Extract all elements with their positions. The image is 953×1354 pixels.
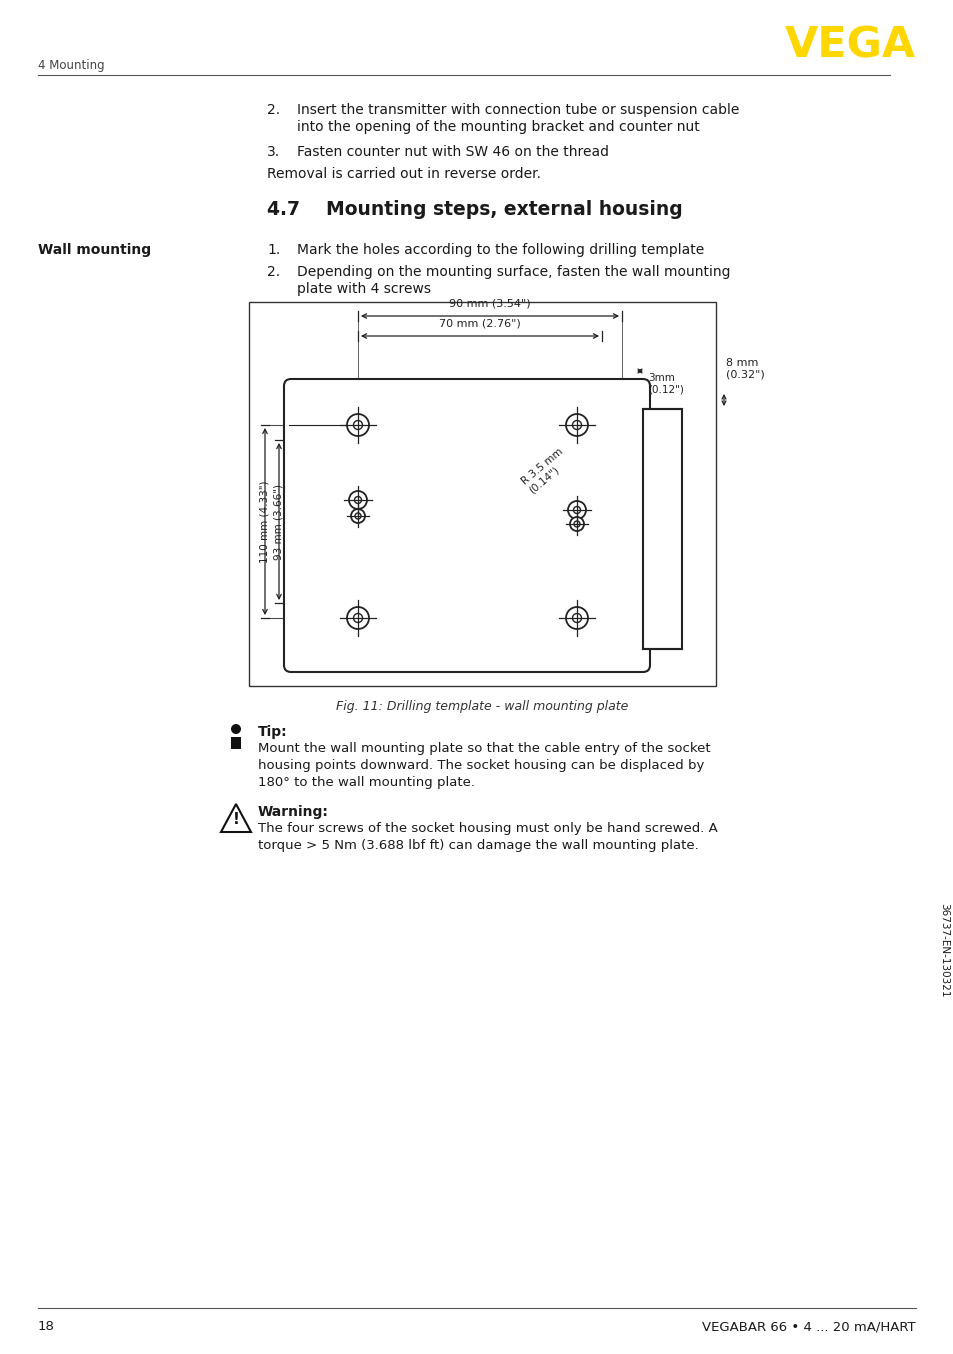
Text: 93 mm (3.66"): 93 mm (3.66")	[274, 483, 284, 559]
Text: VEGABAR 66 • 4 ... 20 mA/HART: VEGABAR 66 • 4 ... 20 mA/HART	[701, 1320, 915, 1332]
Text: 3.: 3.	[267, 145, 280, 158]
Text: housing points downward. The socket housing can be displaced by: housing points downward. The socket hous…	[257, 760, 703, 772]
Text: 2.: 2.	[267, 103, 280, 116]
Circle shape	[567, 501, 585, 519]
Circle shape	[574, 521, 579, 527]
Circle shape	[354, 421, 362, 429]
Circle shape	[569, 517, 583, 531]
Text: 70 mm (2.76"): 70 mm (2.76")	[438, 320, 520, 329]
Text: 4.7    Mounting steps, external housing: 4.7 Mounting steps, external housing	[267, 200, 682, 219]
Text: 180° to the wall mounting plate.: 180° to the wall mounting plate.	[257, 776, 475, 789]
Text: !: !	[233, 812, 239, 827]
Circle shape	[349, 492, 367, 509]
Text: torque > 5 Nm (3.688 lbf ft) can damage the wall mounting plate.: torque > 5 Nm (3.688 lbf ft) can damage …	[257, 839, 698, 852]
Text: 3mm
(0.12"): 3mm (0.12")	[647, 372, 683, 394]
Text: Removal is carried out in reverse order.: Removal is carried out in reverse order.	[267, 167, 540, 181]
Text: 36737-EN-130321: 36737-EN-130321	[938, 903, 948, 998]
Text: Fasten counter nut with SW 46 on the thread: Fasten counter nut with SW 46 on the thr…	[296, 145, 608, 158]
Text: Warning:: Warning:	[257, 806, 329, 819]
Circle shape	[347, 607, 369, 630]
Text: Insert the transmitter with connection tube or suspension cable: Insert the transmitter with connection t…	[296, 103, 739, 116]
Circle shape	[347, 414, 369, 436]
Text: 18: 18	[38, 1320, 55, 1332]
Circle shape	[565, 607, 587, 630]
Text: Mount the wall mounting plate so that the cable entry of the socket: Mount the wall mounting plate so that th…	[257, 742, 710, 756]
Polygon shape	[221, 804, 251, 831]
Text: into the opening of the mounting bracket and counter nut: into the opening of the mounting bracket…	[296, 121, 699, 134]
Circle shape	[573, 506, 579, 513]
Text: 2.: 2.	[267, 265, 280, 279]
Text: 1.: 1.	[267, 242, 280, 257]
Circle shape	[354, 613, 362, 623]
Text: VEGA: VEGA	[784, 24, 915, 66]
Circle shape	[355, 513, 360, 519]
Circle shape	[351, 509, 365, 523]
Bar	[642, 409, 681, 649]
Circle shape	[565, 414, 587, 436]
Text: Fig. 11: Drilling template - wall mounting plate: Fig. 11: Drilling template - wall mounti…	[336, 700, 628, 714]
Text: Depending on the mounting surface, fasten the wall mounting: Depending on the mounting surface, faste…	[296, 265, 730, 279]
Text: The four screws of the socket housing must only be hand screwed. A: The four screws of the socket housing mu…	[257, 822, 717, 835]
Bar	[249, 302, 716, 686]
Text: Tip:: Tip:	[257, 724, 287, 739]
Text: Wall mounting: Wall mounting	[38, 242, 151, 257]
Circle shape	[355, 497, 361, 504]
FancyBboxPatch shape	[284, 379, 649, 672]
Circle shape	[572, 613, 581, 623]
Text: 90 mm (3.54"): 90 mm (3.54")	[449, 299, 530, 309]
Circle shape	[572, 421, 581, 429]
Text: Mark the holes according to the following drilling template: Mark the holes according to the followin…	[296, 242, 703, 257]
Text: plate with 4 screws: plate with 4 screws	[296, 282, 431, 297]
Text: R 3.5 mm
(0.14"): R 3.5 mm (0.14")	[519, 447, 572, 496]
Polygon shape	[231, 737, 241, 749]
Circle shape	[231, 724, 241, 734]
Text: 110 mm (4.33"): 110 mm (4.33")	[260, 481, 270, 563]
Text: 8 mm
(0.32"): 8 mm (0.32")	[725, 357, 764, 379]
Text: 4 Mounting: 4 Mounting	[38, 58, 105, 72]
